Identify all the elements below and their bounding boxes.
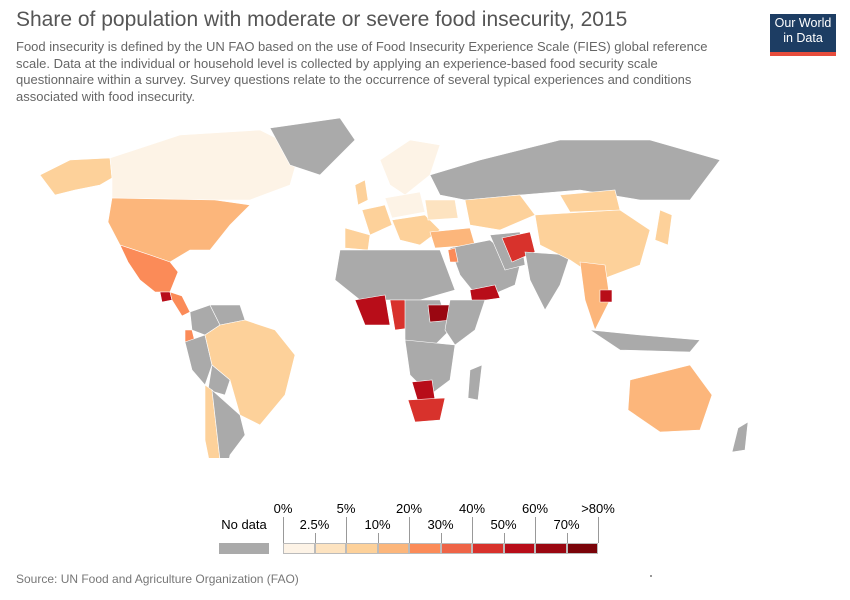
- legend-last-label: >80%: [581, 501, 615, 516]
- country-greenland: [269, 118, 356, 176]
- legend-tick: [598, 517, 599, 543]
- country-italy-balkans: [391, 214, 441, 246]
- legend-bin: [440, 543, 472, 554]
- legend-bin-label: 70%: [553, 517, 580, 532]
- country-west-africa-red: [354, 294, 391, 326]
- legend-tick: [440, 533, 442, 543]
- country-argentina: [211, 389, 246, 458]
- legend-tick: [283, 517, 284, 543]
- legend-bin-label: 30%: [427, 517, 454, 532]
- country-india: [524, 251, 571, 311]
- legend-bin: [346, 543, 378, 554]
- country-east-africa: [444, 299, 486, 346]
- country-kazakhstan: [464, 194, 536, 231]
- logo-accent-bar: [770, 52, 836, 56]
- country-cambodia: [599, 289, 613, 303]
- country-usa: [107, 197, 251, 263]
- legend-no-data-label: No data: [221, 517, 267, 532]
- legend-bin-label: 50%: [490, 517, 517, 532]
- country-scandinavia: [379, 139, 441, 196]
- legend-bin: [535, 543, 567, 554]
- chart-subtitle: Food insecurity is defined by the UN FAO…: [16, 39, 708, 104]
- country-spain: [344, 227, 371, 251]
- country-alaska: [39, 157, 113, 196]
- country-japan: [654, 209, 673, 246]
- legend-tick: [314, 533, 316, 543]
- legend-tick: [346, 517, 347, 543]
- legend-bin-label: 2.5%: [299, 517, 330, 532]
- country-southeast-asia: [579, 261, 611, 331]
- legend-bin-label: 5%: [336, 501, 356, 516]
- country-uk: [354, 179, 369, 206]
- logo-line-2: in Data: [783, 31, 823, 45]
- legend-bin: [472, 543, 504, 554]
- country-france: [361, 204, 393, 236]
- legend-bin: [566, 543, 598, 554]
- country-jordan: [447, 247, 459, 263]
- country-germany-poland: [384, 191, 426, 219]
- country-bolivia: [207, 364, 231, 396]
- decorative-dot: [650, 575, 652, 577]
- country-new-zealand: [731, 421, 749, 453]
- owid-logo[interactable]: Our World in Data: [770, 14, 836, 56]
- legend-bin-label: 20%: [395, 501, 423, 516]
- legend-tick: [535, 517, 536, 543]
- country-mongolia: [559, 189, 621, 213]
- legend-tick: [472, 517, 473, 543]
- country-ukraine: [424, 199, 459, 221]
- country-madagascar: [467, 364, 483, 401]
- legend-tick: [377, 533, 379, 543]
- country-north-africa: [334, 249, 456, 301]
- legend-bin: [503, 543, 535, 554]
- country-chile: [204, 384, 221, 458]
- country-china: [534, 209, 651, 281]
- country-peru: [184, 334, 213, 386]
- logo-line-1: Our World: [774, 16, 832, 30]
- chart-title: Share of population with moderate or sev…: [16, 8, 628, 31]
- legend-bin: [409, 543, 441, 554]
- country-brazil: [204, 319, 296, 426]
- source-note: Source: UN Food and Agriculture Organiza…: [16, 572, 299, 586]
- country-indonesia: [589, 329, 701, 353]
- legend-tick: [409, 517, 410, 543]
- legend-bin-label: 40%: [458, 501, 486, 516]
- country-russia: [429, 139, 721, 201]
- legend-tick: [566, 533, 568, 543]
- legend-bin: [283, 543, 315, 554]
- country-australia: [627, 364, 713, 433]
- country-yemen: [469, 284, 501, 303]
- legend-no-data-swatch: [219, 543, 269, 554]
- legend-bin: [314, 543, 346, 554]
- legend-tick: [503, 533, 505, 543]
- country-canada: [109, 129, 301, 201]
- country-central-america: [169, 291, 191, 317]
- world-map: [39, 118, 749, 458]
- legend-bin-label: 0%: [273, 501, 293, 516]
- country-south-africa: [407, 397, 446, 423]
- legend-bin-label: 10%: [364, 517, 391, 532]
- legend-bin-label: 60%: [521, 501, 549, 516]
- legend-bin: [377, 543, 409, 554]
